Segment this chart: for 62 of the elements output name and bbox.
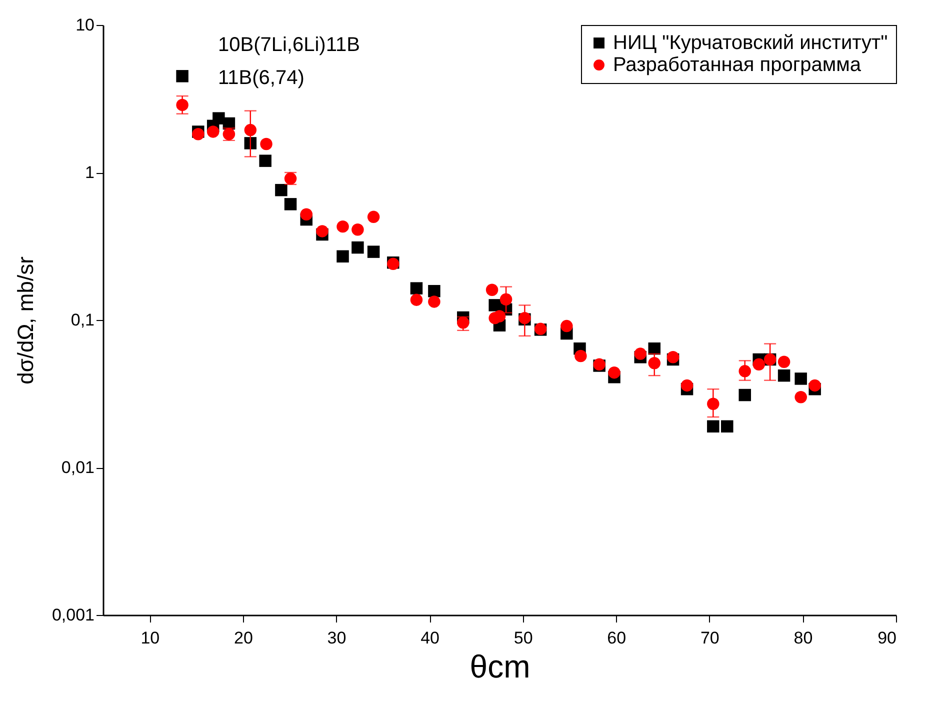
point: [608, 366, 620, 379]
y-tick-label: 0,01: [61, 458, 94, 477]
annotation: 10B(7Li,6Li)11B: [218, 34, 360, 56]
point: [244, 124, 257, 136]
x-tick-label: 80: [794, 628, 813, 648]
point: [778, 369, 790, 382]
point: [260, 138, 272, 150]
y-tick-label: 10: [76, 16, 94, 34]
point: [752, 358, 765, 371]
point: [648, 357, 660, 370]
point: [300, 208, 313, 220]
point: [367, 246, 380, 258]
point: [794, 391, 807, 404]
point: [259, 154, 272, 167]
point: [352, 224, 364, 236]
legend-label: НИЦ "Курчатовский институт": [613, 32, 888, 54]
annotation: 11B(6,74): [218, 67, 304, 89]
point: [680, 379, 694, 392]
x-tick-label: 40: [420, 628, 440, 648]
y-axis-title: dσ/dΩ, mb/sr: [12, 256, 38, 384]
point: [212, 112, 225, 124]
point: [192, 128, 204, 140]
x-axis-title: θcm: [470, 648, 530, 684]
x-tick-label: 60: [607, 628, 626, 648]
point: [666, 351, 680, 364]
x-tick-label: 90: [878, 628, 896, 648]
point: [336, 220, 349, 233]
point: [244, 137, 257, 150]
x-tick-label: 70: [700, 628, 720, 648]
point: [367, 210, 380, 224]
point: [707, 398, 720, 410]
point: [794, 372, 807, 385]
y-tick-label: 1: [85, 163, 94, 182]
point: [560, 320, 573, 332]
point: [778, 356, 790, 368]
point: [488, 299, 501, 312]
point: [808, 379, 821, 392]
legend-label: Разработанная программа: [613, 54, 862, 76]
point: [275, 184, 288, 196]
y-tick-label: 0,1: [70, 310, 94, 330]
point: [738, 388, 751, 402]
point: [284, 198, 297, 210]
point: [721, 420, 734, 433]
x-tick-label: 30: [327, 628, 346, 648]
point: [428, 296, 440, 308]
point: [352, 241, 364, 254]
point: [410, 294, 423, 306]
point: [410, 282, 423, 294]
y-tick-label: 0,001: [52, 606, 94, 624]
point: [206, 126, 220, 138]
x-tick-label: 20: [234, 628, 253, 648]
point: [176, 70, 188, 82]
point: [336, 250, 349, 262]
point: [428, 284, 440, 298]
point: [738, 365, 751, 378]
x-tick-label: 10: [140, 628, 160, 648]
point: [634, 348, 646, 360]
point: [574, 350, 587, 362]
point: [707, 420, 720, 433]
point: [486, 284, 498, 296]
x-tick-label: 50: [514, 628, 533, 648]
point: [316, 225, 328, 238]
